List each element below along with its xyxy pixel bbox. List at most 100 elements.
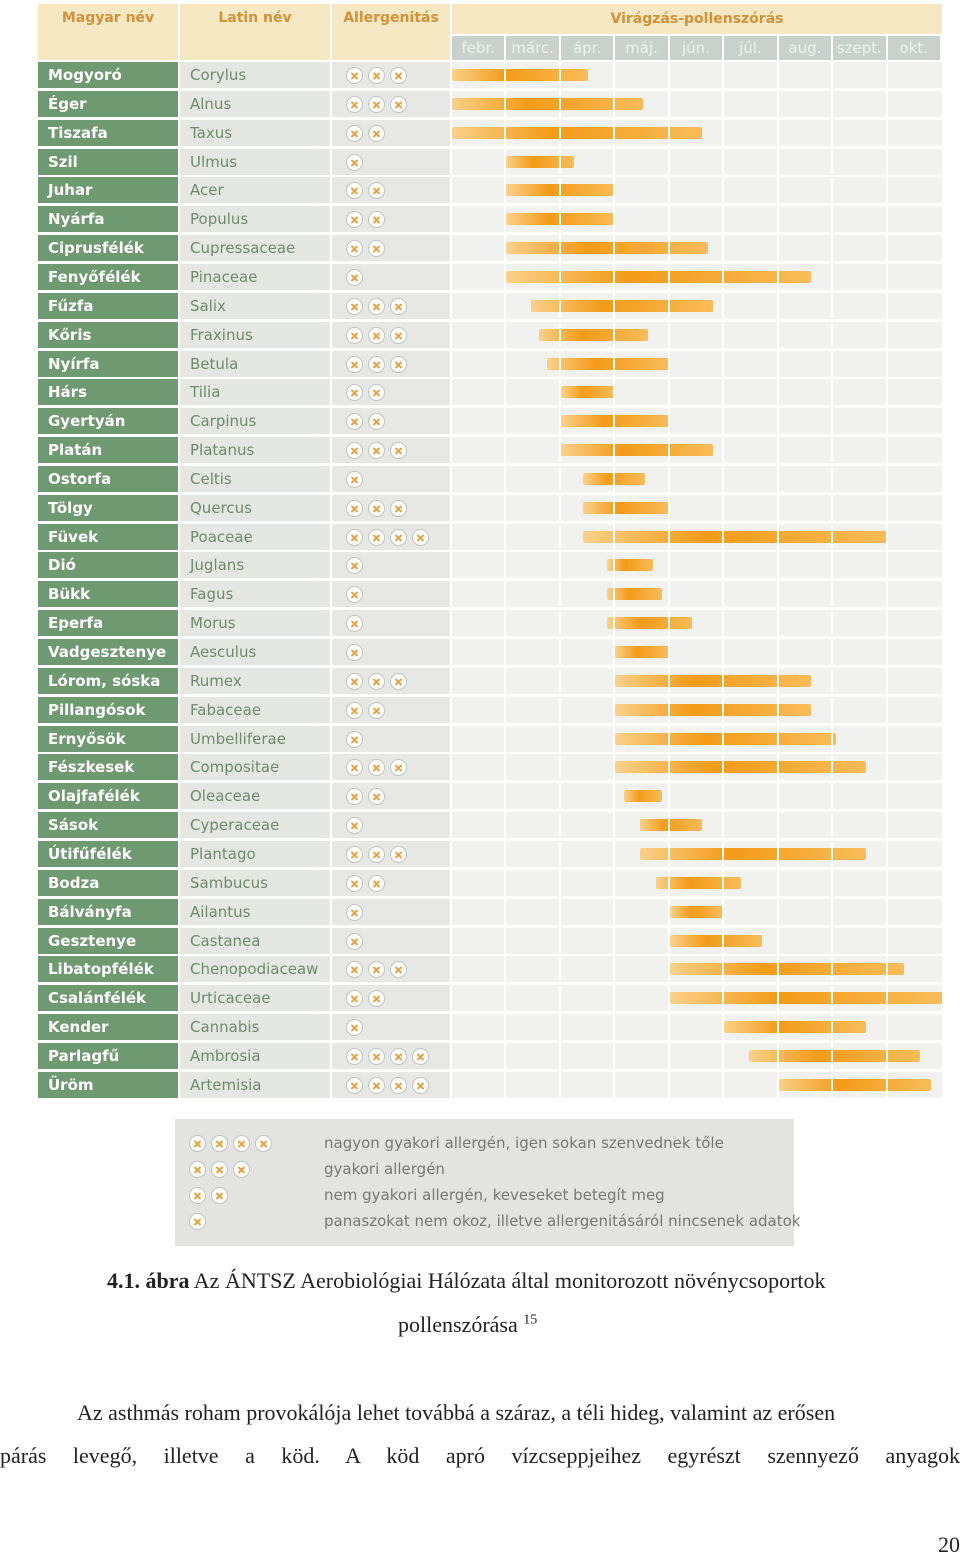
pollen-season-bar bbox=[615, 733, 836, 745]
pollen-season-bar bbox=[607, 559, 654, 571]
allergen-icon bbox=[346, 499, 363, 517]
allergen-icon bbox=[346, 903, 363, 921]
legend-icons bbox=[189, 1212, 309, 1230]
allergen-icon bbox=[346, 758, 363, 776]
allergenicity-cell bbox=[332, 1043, 450, 1069]
plant-hungarian-name: Kőris bbox=[38, 322, 178, 348]
allergenicity-cell bbox=[332, 812, 450, 838]
allergen-icon bbox=[368, 297, 385, 315]
month-gridline bbox=[613, 62, 616, 1102]
allergenicity-cell bbox=[332, 581, 450, 607]
allergen-icon bbox=[346, 412, 363, 430]
allergenicity-cell bbox=[332, 206, 450, 232]
pollen-season-bar bbox=[560, 386, 616, 398]
legend-item: panaszokat nem okoz, illetve allergenitá… bbox=[189, 1211, 800, 1231]
pollen-season-bar bbox=[582, 502, 670, 514]
plant-latin-name: Taxus bbox=[180, 120, 330, 146]
month-gridline bbox=[722, 62, 725, 1102]
plant-latin-name: Ulmus bbox=[180, 149, 330, 175]
plant-latin-name: Cannabis bbox=[180, 1014, 330, 1040]
allergenicity-cell bbox=[332, 322, 450, 348]
pollen-season-bar bbox=[669, 906, 725, 918]
plant-latin-name: Carpinus bbox=[180, 408, 330, 434]
plant-latin-name: Castanea bbox=[180, 928, 330, 954]
legend-text: panaszokat nem okoz, illetve allergenitá… bbox=[324, 1212, 801, 1230]
pollen-season-bar bbox=[748, 1050, 921, 1062]
pollen-season-bar bbox=[669, 963, 904, 975]
allergenicity-cell bbox=[332, 697, 450, 723]
allergen-icon bbox=[346, 95, 363, 113]
plant-latin-name: Fagus bbox=[180, 581, 330, 607]
pollen-season-bar bbox=[506, 184, 616, 196]
plant-hungarian-name: Tiszafa bbox=[38, 120, 178, 146]
allergenicity-cell bbox=[332, 351, 450, 377]
legend-item: nagyon gyakori allergén, igen sokan szen… bbox=[189, 1133, 724, 1153]
allergen-icon bbox=[390, 1047, 407, 1065]
plant-latin-name: Morus bbox=[180, 610, 330, 636]
plant-latin-name: Cyperaceae bbox=[180, 812, 330, 838]
allergenicity-cell bbox=[332, 956, 450, 982]
allergen-icon bbox=[368, 355, 385, 373]
plant-hungarian-name: Csalánfélék bbox=[38, 985, 178, 1011]
pollen-season-bar bbox=[452, 127, 703, 139]
allergen-icon bbox=[189, 1134, 206, 1152]
allergen-icon bbox=[390, 499, 407, 517]
page-number: 20 bbox=[938, 1532, 960, 1557]
allergenicity-cell bbox=[332, 1072, 450, 1098]
allergenicity-cell bbox=[332, 754, 450, 780]
allergen-icon bbox=[368, 412, 385, 430]
allergen-icon bbox=[346, 1018, 363, 1036]
allergenicity-cell bbox=[332, 524, 450, 550]
plant-latin-name: Platanus bbox=[180, 437, 330, 463]
plant-hungarian-name: Pillangósok bbox=[38, 697, 178, 723]
allergen-icon bbox=[390, 528, 407, 546]
figure-label: 4.1. ábra bbox=[107, 1268, 190, 1293]
allergen-icon bbox=[390, 672, 407, 690]
allergen-icon bbox=[346, 153, 363, 171]
plant-hungarian-name: Gesztenye bbox=[38, 928, 178, 954]
pollen-season-bar bbox=[506, 242, 708, 254]
allergen-icon bbox=[390, 758, 407, 776]
month-gridline bbox=[831, 62, 834, 1102]
legend-icons bbox=[189, 1160, 309, 1178]
plant-hungarian-name: Juhar bbox=[38, 177, 178, 203]
plant-latin-name: Urticaceae bbox=[180, 985, 330, 1011]
pollen-season-bar bbox=[639, 819, 703, 831]
legend-text: nem gyakori allergén, keveseket betegít … bbox=[324, 1186, 665, 1204]
allergen-icon bbox=[346, 268, 363, 286]
plant-hungarian-name: Nyírfa bbox=[38, 351, 178, 377]
allergenicity-cell bbox=[332, 985, 450, 1011]
allergen-icon bbox=[346, 297, 363, 315]
plant-latin-name: Pinaceae bbox=[180, 264, 330, 290]
plant-hungarian-name: Szil bbox=[38, 149, 178, 175]
plant-latin-name: Plantago bbox=[180, 841, 330, 867]
pollen-season-bar bbox=[615, 675, 812, 687]
allergenicity-cell bbox=[332, 610, 450, 636]
allergenicity-cell bbox=[332, 264, 450, 290]
plant-hungarian-name: Lórom, sóska bbox=[38, 668, 178, 694]
plant-hungarian-name: Fenyőfélék bbox=[38, 264, 178, 290]
allergen-icon bbox=[346, 787, 363, 805]
season-timeline-cell bbox=[452, 466, 942, 492]
pollen-season-bar bbox=[452, 98, 643, 110]
allergenicity-cell bbox=[332, 379, 450, 405]
allergen-icon bbox=[189, 1186, 206, 1204]
allergenicity-cell bbox=[332, 120, 450, 146]
plant-hungarian-name: Ernyősök bbox=[38, 726, 178, 752]
month-label: aug. bbox=[778, 36, 832, 60]
allergen-icon bbox=[368, 499, 385, 517]
plant-hungarian-name: Olajfafélék bbox=[38, 783, 178, 809]
pollen-season-bar bbox=[452, 69, 589, 81]
plant-hungarian-name: Hárs bbox=[38, 379, 178, 405]
pollen-season-bar bbox=[607, 588, 662, 600]
allergen-icon bbox=[346, 614, 363, 632]
allergen-icon bbox=[368, 181, 385, 199]
plant-hungarian-name: Nyárfa bbox=[38, 206, 178, 232]
plant-hungarian-name: Vadgesztenye bbox=[38, 639, 178, 665]
allergenicity-cell bbox=[332, 928, 450, 954]
pollen-season-bar bbox=[607, 617, 692, 629]
plant-latin-name: Compositae bbox=[180, 754, 330, 780]
allergen-icon bbox=[346, 326, 363, 344]
season-timeline-cell bbox=[452, 552, 942, 578]
allergen-icon bbox=[346, 845, 363, 863]
